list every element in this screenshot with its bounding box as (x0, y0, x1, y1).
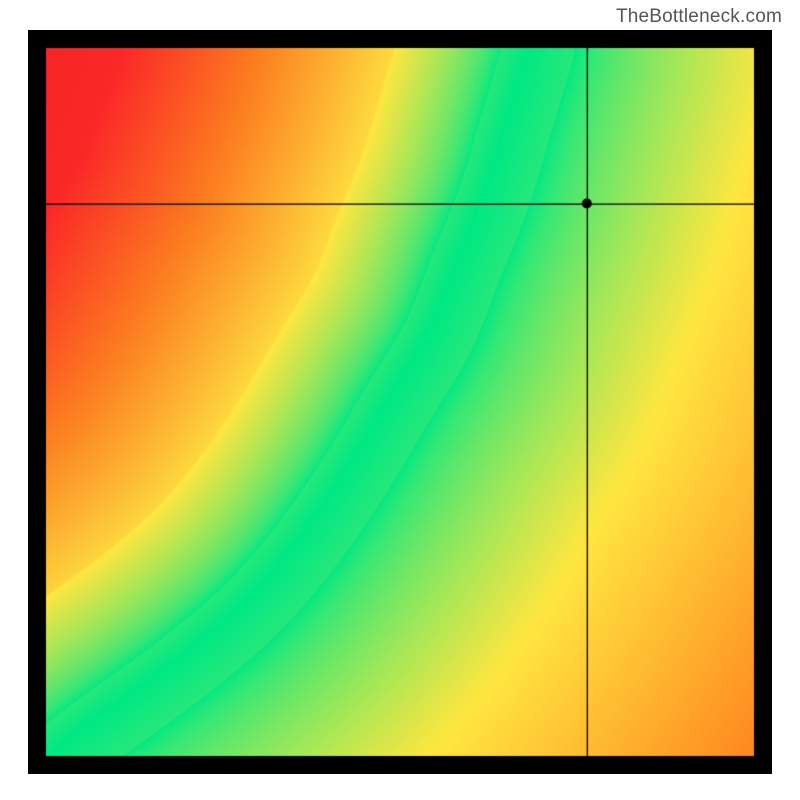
root: TheBottleneck.com (0, 0, 800, 800)
heatmap-canvas (28, 30, 772, 774)
watermark-text: TheBottleneck.com (616, 6, 782, 28)
plot-frame (28, 30, 772, 774)
